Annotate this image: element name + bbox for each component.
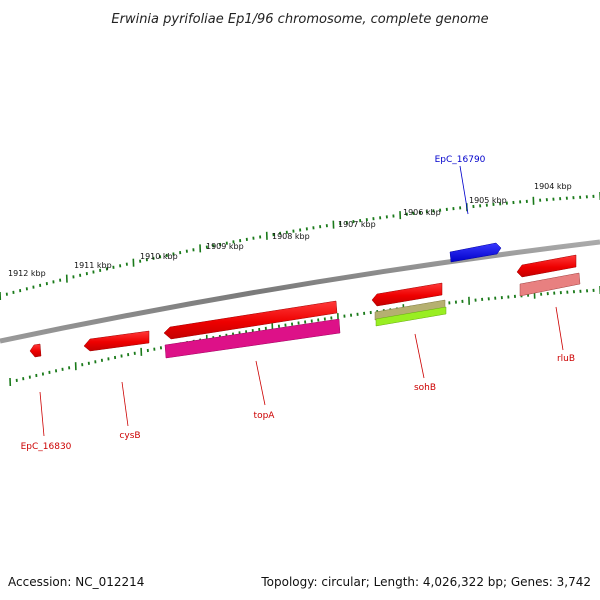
gene-label-EpC_16790: EpC_16790 [435,155,486,165]
gene-arrow-topA[interactable] [163,300,338,340]
scale-label-1909: 1909 kbp [206,242,244,251]
scale-label-1904: 1904 kbp [534,182,572,191]
gene-arrow-cysB[interactable] [83,330,150,352]
feature-topA-cds [164,318,341,359]
genome-backbone [0,239,600,344]
scale-label-1910: 1910 kbp [140,252,178,261]
gene-EpC_16830[interactable]: EpC_16830 [21,343,72,452]
gene-arrow-sohB[interactable] [371,282,443,307]
leader-sohB [414,333,425,379]
map-title: Erwinia pyrifoliae Ep1/96 chromosome, co… [111,12,488,27]
gene-label-topA: topA [254,411,276,421]
gene-arrow-EpC_16790[interactable] [449,242,502,263]
gene-cysB[interactable]: cysB [83,330,150,441]
gene-label-cysB: cysB [119,431,140,441]
gene-rluB[interactable]: rluB [516,254,581,364]
scale-label-1905: 1905 kbp [469,196,507,205]
scale-label-1908: 1908 kbp [272,232,310,241]
scale-labels: 1912 kbp 1911 kbp 1910 kbp 1909 kbp 1908… [8,182,572,278]
scale-label-1911: 1911 kbp [74,261,112,270]
gene-EpC_16790[interactable]: EpC_16790 [435,155,502,263]
scale-label-1912: 1912 kbp [8,269,46,278]
leader-cysB [121,381,129,427]
leader-topA [255,360,266,406]
gene-label-EpC_16830: EpC_16830 [21,442,72,452]
leader-EpC_16830 [39,391,45,437]
outer-tick-track [0,192,600,301]
leader-EpC_16790 [459,165,469,215]
gene-sohB[interactable]: sohB [371,282,447,393]
gene-label-sohB: sohB [414,383,436,393]
accession-text: Accession: NC_012214 [8,575,144,589]
scale-label-1906: 1906 kbp [403,208,441,217]
feature-sohB-misc2 [375,306,447,327]
gene-arrow-EpC_16830[interactable] [29,343,42,358]
feature-rluB-rrna [519,272,581,297]
gene-topA[interactable]: topA [163,300,341,421]
gene-label-rluB: rluB [557,354,575,364]
scale-label-1907: 1907 kbp [338,220,376,229]
leader-rluB [555,306,564,351]
genome-summary-text: Topology: circular; Length: 4,026,322 bp… [260,575,591,589]
gene-arrow-rluB[interactable] [516,254,577,278]
